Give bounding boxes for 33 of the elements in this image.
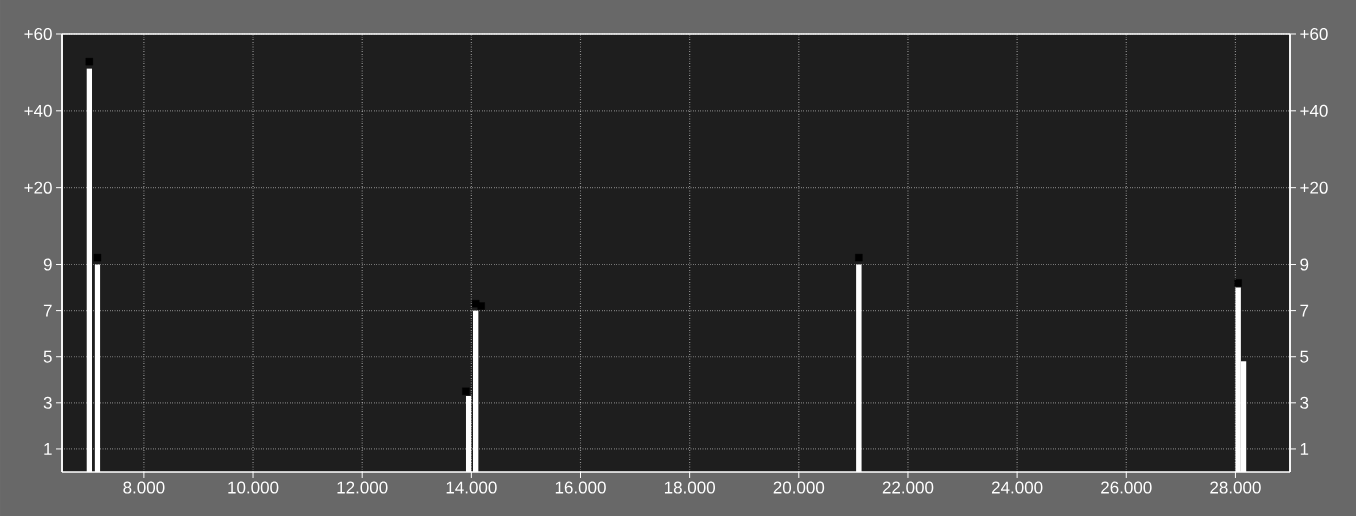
text: +40 [1300,104,1328,117]
y2-tick-label: 3 [1300,396,1309,409]
y-tick-label: 7 [43,304,52,317]
x-tick-label: 10.000 [228,481,279,494]
x-tick-label: 14.000 [446,481,497,494]
y2-tick-label: 9 [1300,258,1309,271]
y2-tick-label: 5 [1300,350,1309,363]
x-tick-label: 26.000 [1101,481,1152,494]
y2-tick-label: 7 [1300,304,1309,317]
point [1234,279,1242,287]
point [85,57,94,66]
x-tick-label: 22.000 [882,481,934,494]
text: +20 [1300,181,1328,194]
y3-tick-label: +40 [24,104,52,117]
x-tick-label: 28.000 [1210,481,1261,494]
y3-tick-label: +20 [24,181,52,194]
point [462,387,470,395]
x-tick-label: 20.000 [773,481,825,494]
point [855,253,863,262]
y-tick-label: 5 [43,350,52,363]
x-tick-label: 16.000 [555,481,606,494]
x-tick-label: 8.000 [123,481,165,494]
y2-tick-label: 1 [1300,443,1309,455]
y-tick-label: 3 [43,396,52,409]
y3-tick-label: +60 [24,27,52,41]
y-tick-label: 1 [44,443,52,455]
x-tick-label: 18.000 [664,481,715,494]
text: +60 [1300,27,1328,41]
point [93,253,102,262]
y-tick-label: 9 [43,258,52,271]
x-tick-label: 12.000 [337,481,388,494]
x-tick-label: 24.000 [991,481,1043,494]
point [477,302,485,310]
